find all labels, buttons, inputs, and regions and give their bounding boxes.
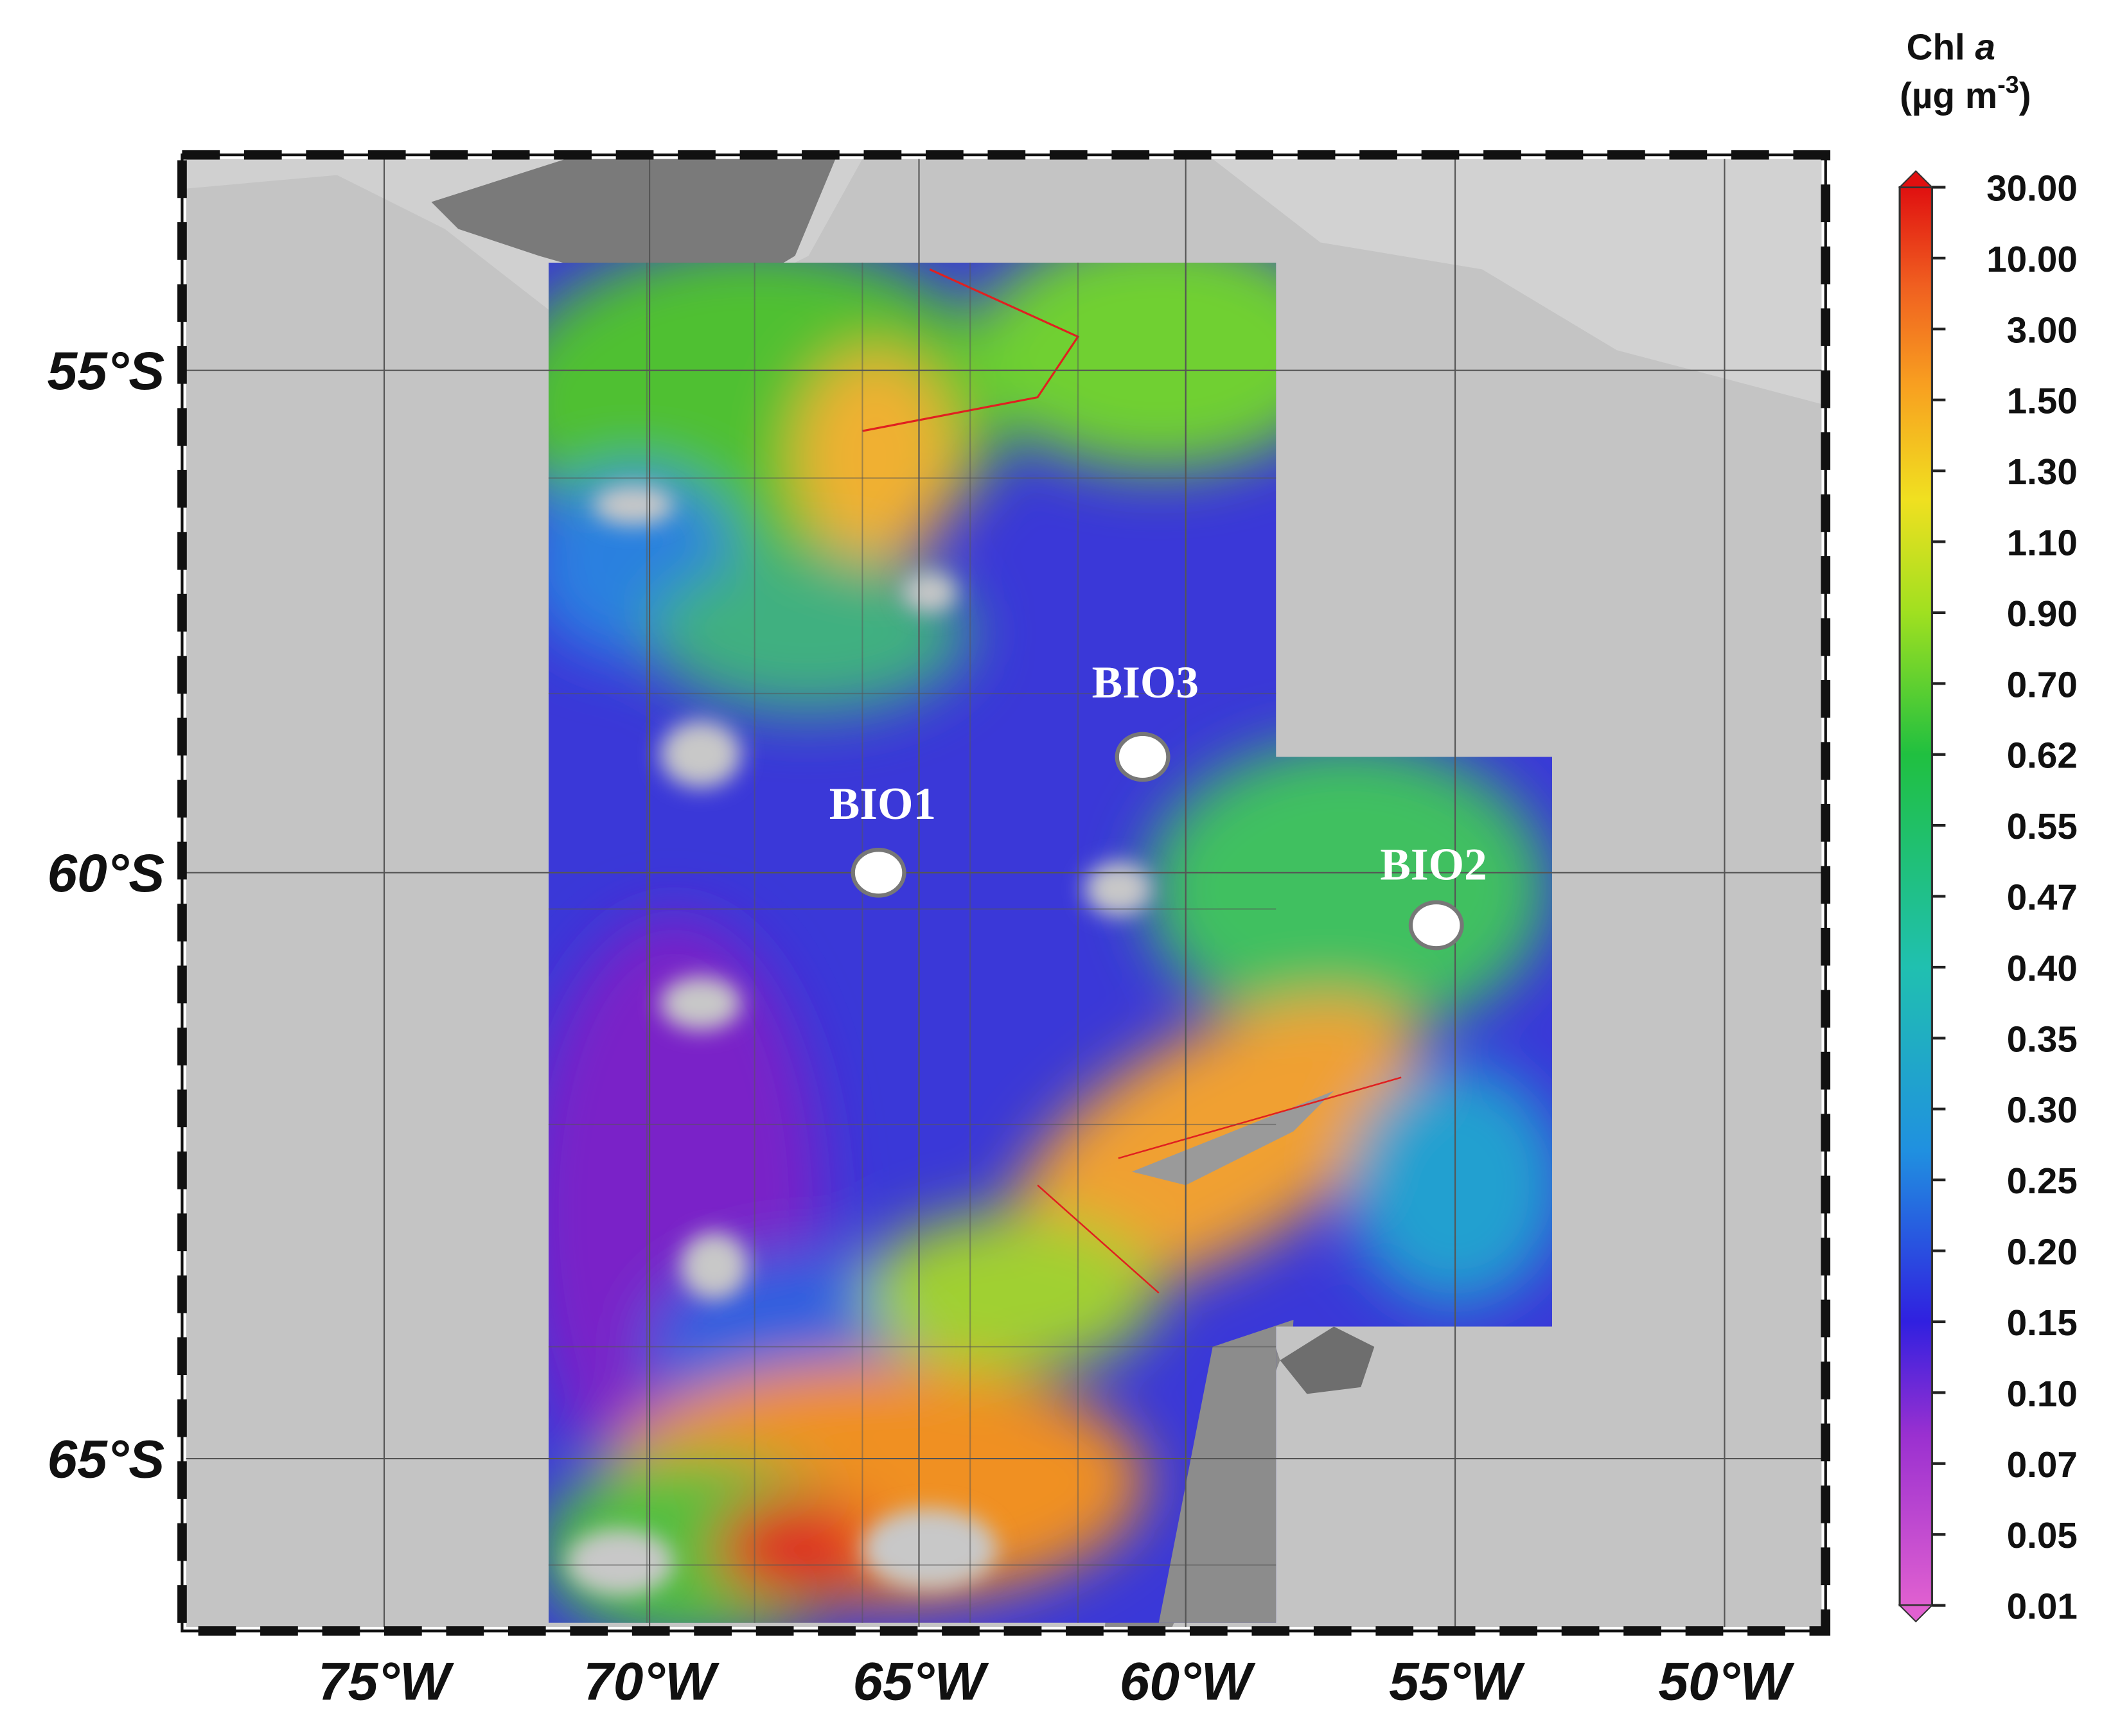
colorbar-tick-label: 0.35 <box>2007 1019 2078 1059</box>
colorbar-tick-label: 1.10 <box>2007 522 2078 563</box>
colorbar-units: (µg m-3) <box>1900 71 2031 116</box>
lat-label: 60°S <box>47 843 164 903</box>
colorbar <box>1898 186 1933 1607</box>
shelf <box>1212 159 1822 405</box>
lat-label: 55°S <box>47 340 164 401</box>
colorbar-title-variable: a <box>1975 26 1995 67</box>
colorbar-extend-max <box>1898 170 1934 188</box>
lon-label: 50°W <box>1659 1651 1796 1711</box>
unit-suffix: ) <box>2019 75 2031 116</box>
lon-label: 70°W <box>583 1651 720 1711</box>
station-marker <box>851 848 906 898</box>
colorbar-title-text: Chl <box>1907 26 1965 67</box>
graticule <box>186 159 1822 1627</box>
colorbar-tick-label: 10.00 <box>1986 239 2078 279</box>
colorbar-tick-label: 0.15 <box>2007 1302 2078 1343</box>
colorbar-tick-label: 0.55 <box>2007 806 2078 846</box>
unit-prefix: (µg m <box>1900 75 1997 116</box>
station-label: BIO2 <box>1380 839 1487 890</box>
lon-label: 65°W <box>853 1651 990 1711</box>
lon-label: 75°W <box>318 1651 455 1711</box>
lon-label: 55°W <box>1389 1651 1526 1711</box>
station-label: BIO1 <box>829 778 936 829</box>
colorbar-tick-label: 0.01 <box>2007 1586 2078 1627</box>
colorbar-tick-label: 1.50 <box>2007 381 2078 421</box>
lon-label: 60°W <box>1120 1651 1257 1711</box>
colorbar-tick-label: 0.62 <box>2007 735 2078 776</box>
colorbar-tick-label: 0.20 <box>2007 1232 2078 1272</box>
colorbar-tick-label: 0.30 <box>2007 1090 2078 1130</box>
colorbar-tick-label: 0.40 <box>2007 948 2078 988</box>
unit-exponent: -3 <box>1997 71 2019 98</box>
colorbar-tick-label: 0.05 <box>2007 1515 2078 1556</box>
colorbar-extend-min <box>1898 1604 1934 1623</box>
lat-label: 65°S <box>47 1428 164 1489</box>
colorbar-tick-label: 0.90 <box>2007 593 2078 634</box>
colorbar-tick-label: 0.25 <box>2007 1161 2078 1201</box>
station-label: BIO3 <box>1092 657 1199 708</box>
station-marker <box>1408 900 1464 951</box>
map-frame-dashes <box>177 150 1831 1636</box>
colorbar-tick-label: 3.00 <box>2007 310 2078 350</box>
colorbar-tick-label: 30.00 <box>1986 168 2078 208</box>
colorbar-tick-label: 0.10 <box>2007 1373 2078 1414</box>
colorbar-tick-label: 1.30 <box>2007 452 2078 492</box>
station-marker <box>1115 732 1170 782</box>
colorbar-tick-label: 0.47 <box>2007 877 2078 918</box>
colorbar-tick-label: 0.07 <box>2007 1444 2078 1485</box>
land <box>431 159 836 297</box>
colorbar-tick-label: 0.70 <box>2007 664 2078 705</box>
land <box>1280 1326 1375 1394</box>
colorbar-title: Chl a <box>1907 26 1995 67</box>
